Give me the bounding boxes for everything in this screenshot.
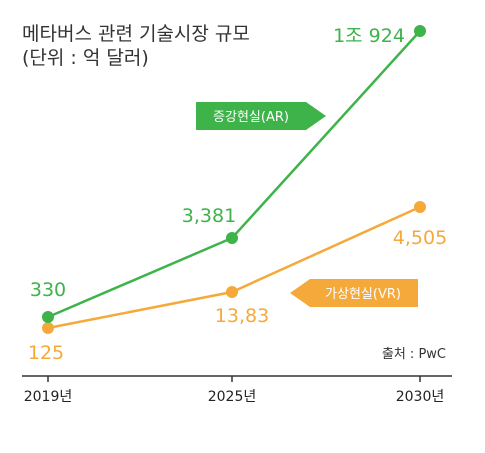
vr-callout-label: 가상현실(VR) <box>325 287 401 302</box>
vr-callout-badge <box>290 279 418 307</box>
chart-subtitle: (단위 : 억 달러) <box>22 47 149 69</box>
x-tick-label: 2019년 <box>24 389 73 405</box>
data-point <box>414 201 426 213</box>
x-tick-label: 2030년 <box>396 389 445 405</box>
series-line <box>47 30 421 319</box>
x-tick-label: 2025년 <box>208 389 257 405</box>
data-label: 330 <box>30 279 66 301</box>
ar-callout-label: 증강현실(AR) <box>213 110 289 125</box>
data-label: 125 <box>28 342 64 364</box>
data-label: 3,381 <box>182 205 236 227</box>
data-label: 13,83 <box>215 305 269 327</box>
data-label: 1조 924 <box>333 25 405 47</box>
chart-title: 메타버스 관련 기술시장 규모 <box>22 23 250 45</box>
data-point <box>226 232 238 244</box>
data-point <box>414 25 426 37</box>
source-note: 출처 : PwC <box>382 347 446 362</box>
data-point <box>42 311 54 323</box>
data-label: 4,505 <box>393 227 447 249</box>
ar-callout-badge <box>196 102 326 130</box>
data-point <box>226 286 238 298</box>
data-point <box>42 322 54 334</box>
